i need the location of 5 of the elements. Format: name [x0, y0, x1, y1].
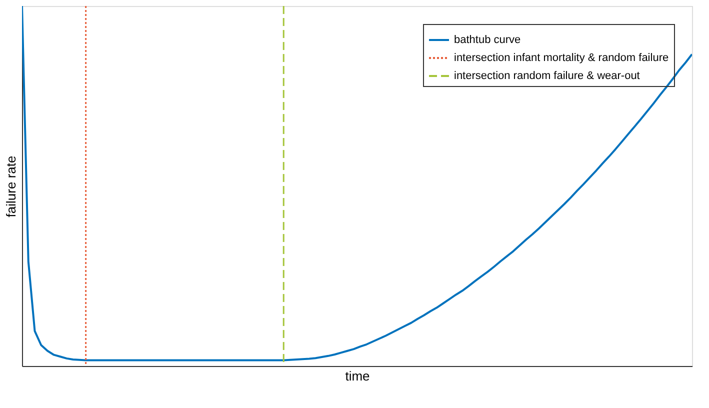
- text: intersection infant mortality & random failure: [454, 52, 669, 64]
- x-axis-title: time: [345, 368, 370, 384]
- text: intersection random failure & wear-out: [454, 70, 640, 82]
- legend-label: bathtub curve: [454, 34, 521, 46]
- y-axis-title: failure rate: [4, 156, 18, 218]
